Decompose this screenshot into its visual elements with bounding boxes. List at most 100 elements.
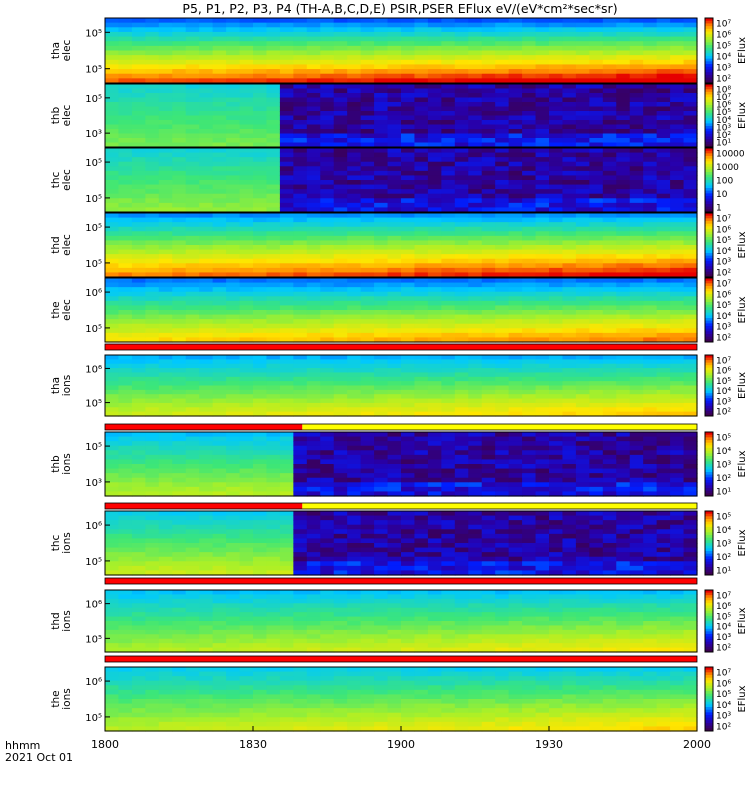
spectrogram-cell bbox=[253, 450, 268, 456]
spectrogram-cell bbox=[535, 55, 550, 61]
spectrogram-cell bbox=[616, 207, 631, 213]
spectrogram-cell bbox=[185, 272, 200, 278]
spectrogram-cell bbox=[441, 385, 456, 391]
spectrogram-cell bbox=[226, 226, 241, 232]
spectrogram-cell bbox=[522, 450, 537, 456]
spectrogram-cell bbox=[401, 473, 416, 479]
spectrogram-cell bbox=[253, 482, 268, 488]
spectrogram-cell bbox=[347, 120, 362, 126]
spectrogram-cell bbox=[239, 129, 254, 135]
spectrogram-cell bbox=[199, 296, 214, 302]
spectrogram-cell bbox=[360, 556, 375, 562]
spectrogram-cell bbox=[145, 217, 160, 223]
spectrogram-cell bbox=[441, 381, 456, 387]
spectrogram-cell bbox=[118, 511, 133, 517]
spectrogram-cell bbox=[481, 337, 496, 343]
spectrogram-cell bbox=[602, 78, 617, 84]
spectrogram-cell bbox=[522, 142, 537, 148]
spectrogram-cell bbox=[602, 372, 617, 378]
spectrogram-cell bbox=[253, 411, 268, 417]
spectrogram-cell bbox=[347, 157, 362, 163]
spectrogram-cell bbox=[266, 175, 281, 181]
spectrogram-cell bbox=[656, 217, 671, 223]
spectrogram-cell bbox=[589, 432, 604, 438]
colorbar-swatch bbox=[705, 148, 713, 152]
spectrogram-cell bbox=[185, 180, 200, 186]
spectrogram-cell bbox=[199, 441, 214, 447]
spectrogram-cell bbox=[185, 124, 200, 130]
spectrogram-cell bbox=[535, 78, 550, 84]
spectrogram-cell bbox=[347, 207, 362, 213]
spectrogram-cell bbox=[333, 407, 348, 413]
spectrogram-cell bbox=[643, 314, 658, 320]
spectrogram-cell bbox=[387, 389, 402, 395]
spectrogram-cell bbox=[145, 272, 160, 278]
spectrogram-cell bbox=[185, 45, 200, 52]
spectrogram-cell bbox=[266, 166, 281, 172]
spectrogram-cell bbox=[401, 570, 416, 576]
spectrogram-cell bbox=[414, 263, 429, 269]
spectrogram-cell bbox=[253, 152, 268, 158]
spectrogram-cell bbox=[401, 50, 416, 56]
spectrogram-cell bbox=[172, 411, 187, 417]
spectrogram-cell bbox=[105, 402, 120, 408]
spectrogram-cell bbox=[656, 106, 671, 112]
spectrogram-cell bbox=[589, 166, 604, 172]
spectrogram-cell bbox=[158, 73, 173, 79]
spectrogram-cell bbox=[293, 180, 308, 186]
spectrogram-cell bbox=[508, 411, 523, 417]
spectrogram-cell bbox=[266, 55, 281, 61]
spectrogram-cell bbox=[199, 291, 214, 297]
spectrogram-cell bbox=[185, 184, 200, 190]
spectrogram-cell bbox=[239, 27, 254, 33]
colorbar-swatch bbox=[705, 336, 713, 340]
spectrogram-cell bbox=[414, 170, 429, 177]
spectrogram-cell bbox=[670, 78, 685, 84]
spectrogram-cell bbox=[454, 254, 469, 260]
spectrogram-cell bbox=[616, 78, 631, 84]
colorbar-swatch bbox=[705, 488, 713, 492]
spectrogram-cell bbox=[670, 272, 685, 278]
spectrogram-cell bbox=[629, 36, 644, 42]
spectrogram-cell bbox=[414, 240, 429, 246]
spectrogram-cell bbox=[199, 473, 214, 479]
spectrogram-cell bbox=[602, 310, 617, 316]
spectrogram-cell bbox=[266, 515, 281, 521]
spectrogram-cell bbox=[549, 45, 564, 52]
spectrogram-cell bbox=[441, 138, 456, 144]
spectrogram-cell bbox=[387, 355, 402, 360]
spectrogram-cell bbox=[374, 22, 389, 28]
spectrogram-cell bbox=[333, 561, 348, 567]
spectrogram-cell bbox=[239, 323, 254, 329]
spectrogram-cell bbox=[387, 36, 402, 42]
spectrogram-cell bbox=[266, 570, 281, 576]
spectrogram-cell bbox=[454, 124, 469, 130]
spectrogram-cell bbox=[387, 193, 402, 199]
spectrogram-cell bbox=[360, 231, 375, 237]
spectrogram-cell bbox=[320, 180, 335, 186]
spectrogram-cell bbox=[589, 180, 604, 186]
colorbar-swatch bbox=[705, 188, 713, 192]
spectrogram-cell bbox=[562, 102, 577, 108]
spectrogram-cell bbox=[320, 319, 335, 325]
spectrogram-cell bbox=[239, 142, 254, 148]
spectrogram-cell bbox=[468, 31, 483, 38]
spectrogram-cell bbox=[105, 368, 120, 374]
spectrogram-cell bbox=[333, 515, 348, 521]
spectrogram-cell bbox=[656, 240, 671, 246]
spectrogram-cell bbox=[118, 570, 133, 576]
spectrogram-cell bbox=[616, 148, 631, 154]
spectrogram-cell bbox=[629, 328, 644, 334]
spectrogram-cell bbox=[333, 355, 348, 360]
spectrogram-cell bbox=[683, 398, 698, 404]
spectrogram-cell bbox=[239, 41, 254, 47]
spectrogram-cell bbox=[508, 207, 523, 213]
spectrogram-cell bbox=[118, 93, 133, 99]
spectrogram-cell bbox=[401, 482, 416, 488]
spectrogram-cell bbox=[495, 445, 510, 451]
spectrogram-cell bbox=[454, 368, 469, 374]
spectrogram-cell bbox=[575, 157, 590, 163]
spectrogram-cell bbox=[266, 464, 281, 470]
spectrogram-cell bbox=[333, 175, 348, 181]
spectrogram-cell bbox=[226, 565, 241, 572]
